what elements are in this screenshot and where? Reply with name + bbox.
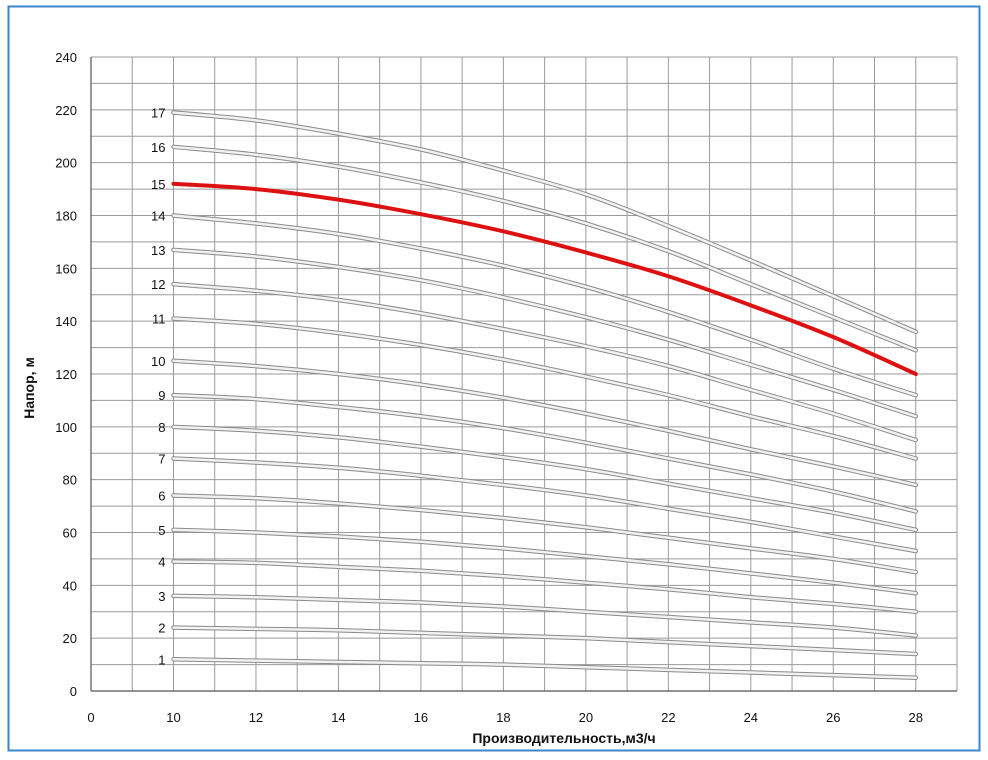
- curve-12: [172, 282, 918, 442]
- y-tick-label: 140: [55, 314, 77, 329]
- curve-2: [172, 626, 918, 656]
- series-label-8: 8: [158, 420, 165, 435]
- series-label-14: 14: [151, 209, 165, 224]
- curve-5: [172, 528, 918, 595]
- curve-6: [172, 494, 918, 574]
- curve-10: [172, 359, 918, 487]
- x-tick-label: 26: [826, 710, 840, 725]
- series-label-5: 5: [158, 523, 165, 538]
- curve-13: [172, 248, 918, 418]
- series-label-10: 10: [151, 354, 165, 369]
- series-label-7: 7: [158, 452, 165, 467]
- series-label-6: 6: [158, 489, 165, 504]
- series-label-4: 4: [158, 555, 165, 570]
- series-label-15: 15: [151, 177, 165, 192]
- series-label-11: 11: [152, 312, 166, 327]
- curve-15: [171, 181, 918, 376]
- curve-4: [172, 560, 918, 613]
- series-label-3: 3: [158, 589, 165, 604]
- y-tick-label: 160: [55, 261, 77, 276]
- series-label-13: 13: [151, 243, 165, 258]
- series-label-12: 12: [151, 277, 165, 292]
- x-tick-label: 12: [249, 710, 263, 725]
- x-tick-label: 22: [661, 710, 675, 725]
- y-tick-label: 120: [55, 367, 77, 382]
- series-label-16: 16: [151, 140, 165, 155]
- series-label-9: 9: [158, 388, 165, 403]
- y-tick-label: 180: [55, 209, 77, 224]
- x-tick-label: 14: [331, 710, 345, 725]
- y-tick-label: 200: [55, 156, 77, 171]
- x-tick-label: 10: [166, 710, 180, 725]
- curve-8: [172, 425, 918, 532]
- origin-label: 0: [87, 710, 94, 725]
- y-axis-title: Напор, м: [21, 357, 37, 419]
- y-tick-label: 80: [63, 473, 77, 488]
- curve-9: [172, 393, 918, 513]
- curves: [171, 110, 919, 681]
- y-tick-label: 20: [63, 631, 77, 646]
- y-tick-label: 220: [55, 103, 77, 118]
- y-tick-label: 60: [63, 526, 77, 541]
- x-tick-label: 18: [496, 710, 510, 725]
- x-tick-label: 16: [414, 710, 428, 725]
- y-tick-label: 100: [55, 420, 77, 435]
- y-tick-label: 0: [70, 684, 77, 699]
- curve-3: [172, 594, 918, 637]
- x-tick-label: 28: [909, 710, 923, 725]
- x-tick-label: 24: [744, 710, 758, 725]
- series-label-1: 1: [158, 652, 165, 667]
- curve-16: [172, 145, 918, 352]
- x-axis-title: Производительность,м3/ч: [472, 730, 655, 746]
- curve-14: [172, 214, 918, 397]
- curve-7: [172, 457, 918, 553]
- y-tick-label: 240: [55, 50, 77, 65]
- curve-1: [172, 658, 918, 680]
- curve-17: [172, 111, 918, 333]
- x-tick-label: 20: [579, 710, 593, 725]
- series-label-2: 2: [158, 621, 165, 636]
- curve-11: [172, 317, 918, 460]
- series-label-17: 17: [151, 105, 165, 120]
- y-tick-label: 40: [63, 578, 77, 593]
